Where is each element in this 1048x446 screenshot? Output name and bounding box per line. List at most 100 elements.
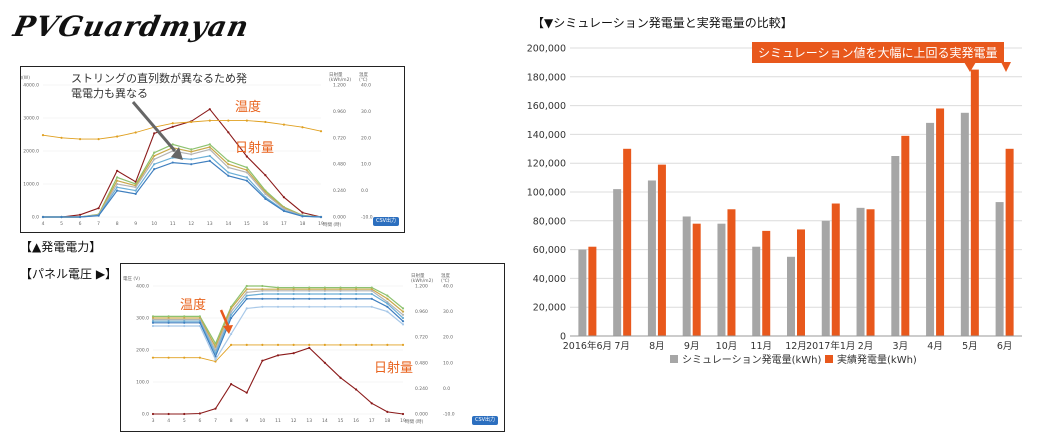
- bar-actual: [797, 229, 805, 336]
- voltage-string-4-point: [151, 320, 155, 323]
- bar-actual: [727, 209, 736, 336]
- power-string-3-point: [245, 171, 248, 174]
- comparison-callout: シミュレーション値を大幅に上回る実発電量: [752, 42, 1004, 63]
- power-irradiance-line: [43, 108, 322, 218]
- bar-simulation: [891, 156, 900, 336]
- power-string-5-point: [227, 174, 230, 177]
- voltage-y-right2-tick: 0.0: [443, 386, 450, 392]
- power-temperature-point: [227, 119, 230, 122]
- power-string-5-point: [319, 215, 323, 219]
- power-string-5-point: [245, 179, 248, 182]
- power-string-3-point: [153, 158, 156, 161]
- power-irradiance-point: [227, 131, 230, 134]
- bar-y-tick: 160,000: [527, 101, 566, 112]
- voltage-x-axis-label: 時間 (時): [405, 419, 424, 425]
- voltage-string-1-point: [308, 286, 311, 289]
- voltage-right1-axis-label: 日射量: [411, 272, 425, 279]
- voltage-string-4-point: [230, 313, 233, 316]
- power-y-right1-tick: 0.000: [333, 215, 346, 221]
- voltage-string-5-point: [401, 320, 405, 323]
- voltage-string-6-point: [167, 324, 170, 328]
- power-string-1-point: [190, 148, 193, 151]
- power-string-5-point: [190, 163, 193, 166]
- bar-x-tick: 2017年1月: [806, 340, 855, 352]
- voltage-x-tick: 11: [275, 418, 281, 424]
- bar-x-tick: 9月: [684, 341, 700, 352]
- power-temperature-point: [264, 120, 267, 124]
- power-y-right1-tick: 1.200: [333, 83, 346, 89]
- bar-x-tick: 11月: [750, 341, 772, 352]
- voltage-string-2-point: [167, 316, 170, 320]
- power-temperature-point: [190, 120, 193, 124]
- voltage-x-tick: 9: [245, 418, 248, 424]
- power-y-tick: 4000.0: [23, 83, 39, 89]
- power-y-tick: 3000.0: [23, 116, 39, 122]
- power-string-3-point: [227, 166, 230, 169]
- bar-simulation: [578, 249, 587, 336]
- legend-sim-label: シミュレーション発電量(kWh): [682, 353, 822, 366]
- power-x-tick: 5: [60, 221, 63, 227]
- power-string-5-point: [78, 215, 82, 219]
- power-string-4-point: [134, 189, 137, 192]
- voltage-temperature-point: [276, 343, 280, 346]
- power-string-4-point: [227, 171, 230, 174]
- voltage-temperature-point: [183, 356, 186, 359]
- power-string-1-point: [153, 151, 156, 154]
- bar-simulation: [821, 220, 830, 336]
- voltage-x-tick: 19: [400, 418, 406, 424]
- power-y-right2-tick: -10.0: [361, 215, 373, 221]
- voltage-string-6-point: [245, 307, 248, 310]
- voltage-temperature-point: [261, 343, 264, 346]
- voltage-x-tick: 4: [167, 418, 170, 424]
- legend-actual-label: 実績発電量(kWh): [837, 353, 917, 366]
- power-irradiance-point: [264, 174, 267, 177]
- power-csv-button[interactable]: CSV出力: [373, 217, 399, 226]
- power-string-5-point: [60, 215, 63, 219]
- bar-actual: [831, 203, 840, 336]
- voltage-right2-axis-label: 温度: [441, 272, 450, 279]
- bar-x-tick: 2016年6月: [563, 340, 612, 352]
- power-temperature-point: [41, 134, 45, 137]
- voltage-irradiance-point: [198, 412, 201, 415]
- bar-simulation: [960, 112, 969, 336]
- voltage-string-2-point: [370, 288, 373, 291]
- voltage-string-1-point: [261, 284, 264, 288]
- voltage-y-tick: 300.0: [136, 316, 149, 322]
- voltage-string-5-point: [339, 297, 342, 300]
- voltage-x-tick: 18: [385, 418, 391, 424]
- bar-actual: [623, 148, 632, 336]
- voltage-string-4-point: [292, 292, 295, 296]
- voltage-string-6-point: [355, 305, 358, 308]
- voltage-string-5-point: [214, 355, 217, 358]
- power-y-tick: 0.0: [32, 215, 39, 221]
- voltage-irr-label: 日射量: [374, 361, 414, 376]
- voltage-string-6-point: [183, 324, 186, 328]
- power-string-2-point: [153, 154, 156, 158]
- power-string-3-point: [116, 182, 119, 186]
- voltage-string-6-point: [151, 324, 155, 328]
- voltage-y-right2-tick: 10.0: [443, 360, 453, 366]
- voltage-x-tick: 16: [353, 418, 359, 424]
- bar-simulation: [647, 180, 656, 336]
- power-string-1-point: [116, 176, 119, 179]
- voltage-string-3-point: [339, 289, 342, 292]
- voltage-string-3-point: [276, 289, 280, 292]
- power-temperature-point: [134, 131, 137, 134]
- bar-y-tick: 80,000: [533, 216, 566, 227]
- voltage-string-6-point: [276, 305, 280, 308]
- voltage-csv-button[interactable]: CSV出力: [472, 416, 498, 425]
- callout-pointer-may: [964, 62, 976, 72]
- voltage-temp-arrowhead: [223, 325, 233, 334]
- voltage-string-4-point: [245, 294, 248, 297]
- voltage-string-3-point: [308, 289, 311, 292]
- voltage-y-right1-tick: 0.480: [415, 360, 428, 366]
- bar-actual: [692, 223, 701, 336]
- power-string-5-point: [153, 168, 156, 171]
- voltage-irradiance-point: [261, 359, 264, 362]
- power-y-right2-tick: 10.0: [361, 162, 371, 168]
- voltage-irradiance-point: [339, 376, 342, 379]
- voltage-temperature-point: [214, 360, 217, 363]
- bar-x-tick: 5月: [962, 341, 978, 352]
- voltage-temperature-point: [401, 343, 405, 346]
- voltage-string-5-point: [151, 321, 155, 324]
